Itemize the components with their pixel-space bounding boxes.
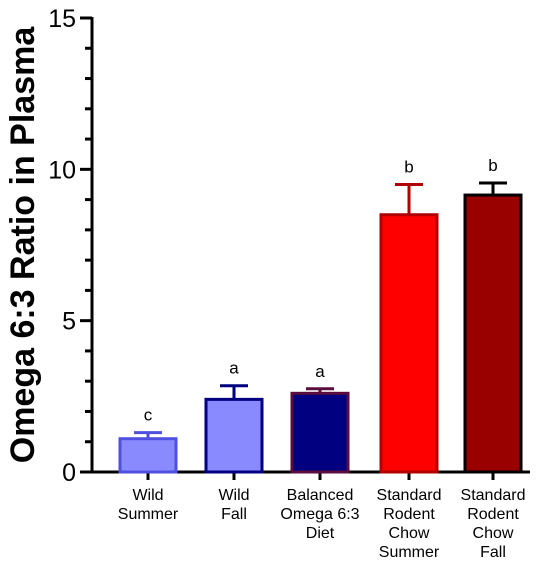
category-label: Standard Rodent Chow Fall [461, 487, 526, 561]
category-label: Balanced Omega 6:3 Diet [280, 487, 359, 542]
category-label: Wild Fall [218, 487, 249, 523]
y-axis-title: Omega 6:3 Ratio in Plasma [4, 26, 42, 464]
category-label-line: Rodent [467, 506, 519, 523]
category-label-line: Standard [377, 487, 442, 504]
category-label-line: Rodent [383, 506, 435, 523]
category-label-line: Fall [221, 506, 247, 523]
bar [204, 397, 264, 474]
y-tick-label: 0 [62, 459, 76, 487]
category-label-line: Balanced [287, 487, 354, 504]
category-label-line: Diet [306, 525, 335, 542]
bar [290, 391, 350, 474]
category-label-line: Wild [132, 487, 163, 504]
category-label-line: Wild [218, 487, 249, 504]
bars: c a a b b [118, 156, 523, 474]
category-label: Standard Rodent Chow Summer [377, 487, 442, 561]
category-label-line: Omega 6:3 [280, 506, 359, 523]
category-label-line: Fall [480, 544, 506, 561]
significance-label: a [315, 362, 325, 381]
bar [463, 193, 523, 474]
bar [379, 213, 439, 474]
category-labels: Wild Summer Wild Fall Balanced Omega 6:3 Diet S… [118, 487, 526, 561]
significance-label: b [404, 157, 413, 176]
category-label-line: Summer [118, 506, 179, 523]
category-label-line: Chow [473, 525, 514, 542]
y-tick-label: 10 [48, 156, 76, 184]
y-tick-label: 5 [62, 308, 76, 336]
significance-label: a [229, 359, 239, 378]
category-label-line: Summer [379, 544, 440, 561]
bar [118, 437, 178, 474]
category-label-line: Chow [389, 525, 430, 542]
y-tick-label: 15 [48, 5, 76, 33]
category-label-line: Standard [461, 487, 526, 504]
significance-label: c [144, 406, 153, 425]
significance-label: b [488, 156, 497, 175]
category-label: Wild Summer [118, 487, 179, 523]
y-axis: 0 5 10 15 [48, 5, 94, 487]
